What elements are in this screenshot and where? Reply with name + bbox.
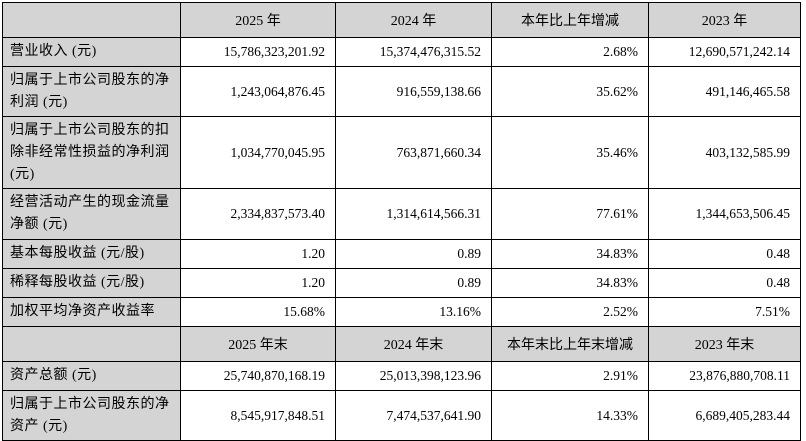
row-label: 基本每股收益 (元/股) (2, 238, 181, 269)
value-2023: 1,344,653,506.45 (648, 188, 801, 240)
value-2023: 12,690,571,242.14 (648, 37, 801, 67)
value-yoy-change: 35.46% (491, 116, 649, 190)
table-row-revenue: 营业收入 (元) 15,786,323,201.92 15,374,476,31… (2, 37, 801, 67)
table-row-net-assets: 归属于上市公司股东的净资产 (元) 8,545,917,848.51 7,474… (2, 389, 801, 441)
value-yoy-change: 14.33% (491, 389, 649, 441)
value-2025: 1,034,770,045.95 (180, 116, 336, 190)
annual-corner-cell (2, 2, 181, 38)
value-2025: 1,243,064,876.45 (180, 65, 336, 118)
value-2024: 25,013,398,123.96 (335, 360, 492, 391)
value-2025: 15,786,323,201.92 (180, 37, 336, 67)
value-2024: 1,314,614,566.31 (335, 188, 492, 240)
annual-header-row: 2025 年 2024 年 本年比上年增减 2023 年 (2, 2, 801, 38)
year-end-header-row: 2025 年末 2024 年末 本年末比上年末增减 2023 年末 (2, 325, 801, 362)
value-2023: 0.48 (648, 267, 801, 298)
table-row-total-assets: 资产总额 (元) 25,740,870,168.19 25,013,398,12… (2, 360, 801, 391)
value-yoy-change: 77.61% (491, 188, 649, 240)
value-yoy-change: 34.83% (491, 238, 649, 269)
row-label: 归属于上市公司股东的扣除非经常性损益的净利润 (元) (2, 116, 181, 190)
value-2025: 1.20 (180, 238, 336, 269)
row-label: 归属于上市公司股东的净利润 (元) (2, 65, 181, 118)
value-2023: 6,689,405,283.44 (648, 389, 801, 441)
annual-header-yoy-change: 本年比上年增减 (491, 2, 649, 38)
annual-header-2025: 2025 年 (180, 2, 336, 38)
year-end-header-yoy-change: 本年末比上年末增减 (491, 325, 649, 362)
value-2023: 491,146,465.58 (648, 65, 801, 118)
row-label: 经营活动产生的现金流量净额 (元) (2, 188, 181, 240)
table-row-basic-eps: 基本每股收益 (元/股) 1.20 0.89 34.83% 0.48 (2, 238, 801, 269)
value-2024: 13.16% (335, 296, 492, 327)
value-2025: 2,334,837,573.40 (180, 188, 336, 240)
table-row-net-profit: 归属于上市公司股东的净利润 (元) 1,243,064,876.45 916,5… (2, 65, 801, 118)
table-row-operating-cash-flow: 经营活动产生的现金流量净额 (元) 2,334,837,573.40 1,314… (2, 188, 801, 240)
row-label: 资产总额 (元) (2, 360, 181, 391)
value-2023: 7.51% (648, 296, 801, 327)
value-yoy-change: 35.62% (491, 65, 649, 118)
value-2024: 763,871,660.34 (335, 116, 492, 190)
value-2024: 15,374,476,315.52 (335, 37, 492, 67)
row-label: 加权平均净资产收益率 (2, 296, 181, 327)
value-2025: 25,740,870,168.19 (180, 360, 336, 391)
value-2024: 916,559,138.66 (335, 65, 492, 118)
year-end-corner-cell (2, 325, 181, 362)
row-label: 稀释每股收益 (元/股) (2, 267, 181, 298)
table-row-diluted-eps: 稀释每股收益 (元/股) 1.20 0.89 34.83% 0.48 (2, 267, 801, 298)
value-2023: 0.48 (648, 238, 801, 269)
year-end-header-2023: 2023 年末 (648, 325, 801, 362)
value-2024: 0.89 (335, 238, 492, 269)
table-row-net-profit-excl-nonrecurring: 归属于上市公司股东的扣除非经常性损益的净利润 (元) 1,034,770,045… (2, 116, 801, 190)
value-yoy-change: 34.83% (491, 267, 649, 298)
annual-header-2024: 2024 年 (335, 2, 492, 38)
year-end-header-2024: 2024 年末 (335, 325, 492, 362)
value-2024: 7,474,537,641.90 (335, 389, 492, 441)
value-2023: 23,876,880,708.11 (648, 360, 801, 391)
annual-header-2023: 2023 年 (648, 2, 801, 38)
value-yoy-change: 2.68% (491, 37, 649, 67)
year-end-header-2025: 2025 年末 (180, 325, 336, 362)
value-yoy-change: 2.91% (491, 360, 649, 391)
value-2025: 1.20 (180, 267, 336, 298)
value-2023: 403,132,585.99 (648, 116, 801, 190)
table-row-weighted-avg-roe: 加权平均净资产收益率 15.68% 13.16% 2.52% 7.51% (2, 296, 801, 327)
value-2025: 8,545,917,848.51 (180, 389, 336, 441)
value-yoy-change: 2.52% (491, 296, 649, 327)
value-2025: 15.68% (180, 296, 336, 327)
row-label: 营业收入 (元) (2, 37, 181, 67)
value-2024: 0.89 (335, 267, 492, 298)
row-label: 归属于上市公司股东的净资产 (元) (2, 389, 181, 441)
